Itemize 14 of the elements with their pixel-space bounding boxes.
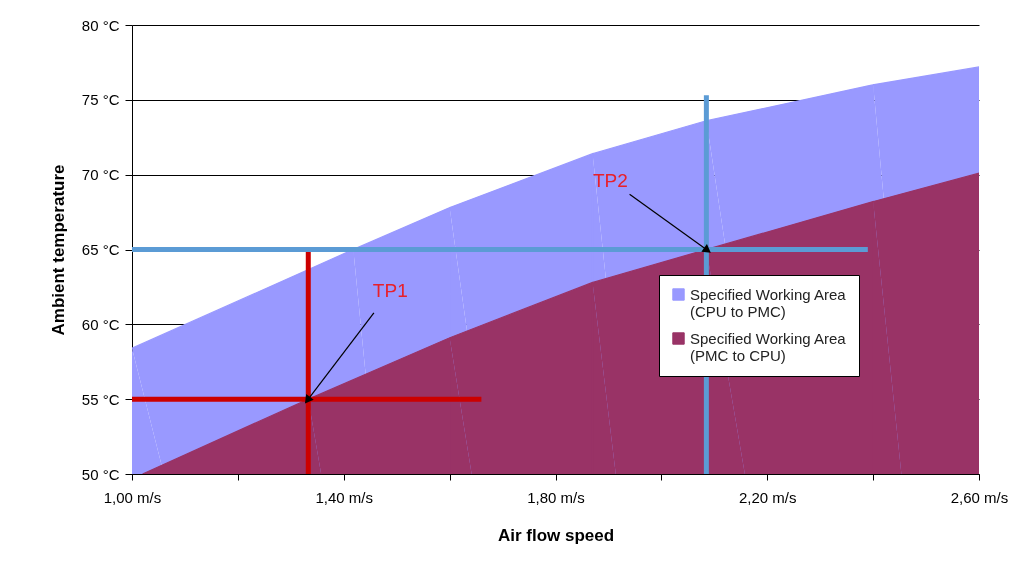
x-tick-label: 1,40 m/s <box>315 488 374 506</box>
x-axis-title: Air flow speed <box>497 525 615 545</box>
x-tick-label: 1,80 m/s <box>527 488 585 506</box>
y-tick-label: 70 °C <box>81 166 120 184</box>
x-tick-label: 1,00 m/s <box>103 488 162 506</box>
y-tick-label: 65 °C <box>81 241 120 258</box>
y-axis-title: Ambient temperature <box>48 164 68 336</box>
y-tick-label: 50 °C <box>81 465 120 483</box>
x-tick-label: 2,20 m/s <box>738 488 797 506</box>
y-tick-label: 75 °C <box>81 91 120 109</box>
y-tick-label: 80 °C <box>81 16 120 34</box>
y-tick-label: 60 °C <box>81 315 120 333</box>
y-tick-label: 55 °C <box>81 390 120 408</box>
x-tick-label: 2,60 m/s <box>950 488 1009 506</box>
